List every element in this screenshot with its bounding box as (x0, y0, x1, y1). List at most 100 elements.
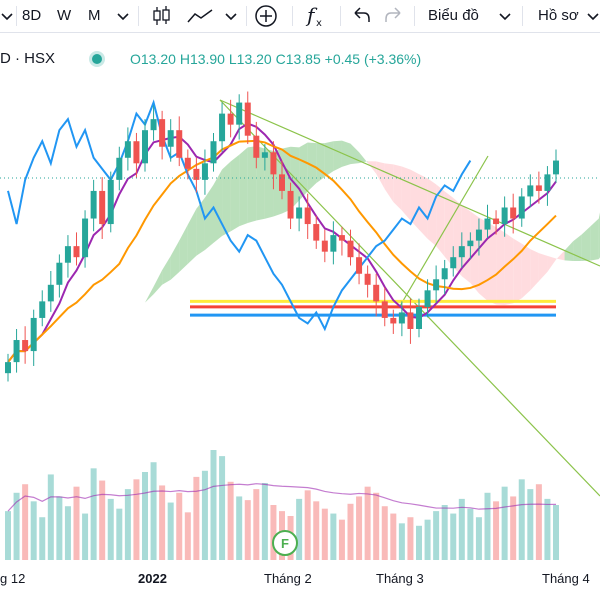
candle-body (501, 207, 508, 225)
cloud-segment (401, 166, 411, 221)
market-status-dot (92, 54, 102, 64)
candle-body (407, 312, 414, 329)
indicators-fx-icon: f x (305, 3, 322, 29)
drawing-more-button[interactable] (224, 0, 238, 32)
cloud-segment (384, 163, 394, 202)
candle-body (484, 218, 491, 230)
undo-button[interactable] (350, 0, 372, 32)
candle-body (13, 340, 20, 363)
interval-w-button[interactable]: W (57, 7, 72, 24)
volume-bar (527, 489, 534, 560)
volume-bar (493, 501, 500, 560)
cloud-segment (444, 191, 454, 268)
candle-body (210, 141, 217, 164)
low-value: L13.20 (228, 51, 272, 67)
add-compare-icon (255, 5, 277, 27)
candle-body (458, 246, 465, 258)
profile-menu[interactable]: Hồ sơ (538, 0, 599, 32)
volume-bar (56, 496, 63, 560)
divider (138, 6, 139, 26)
candle-body (321, 240, 328, 252)
candle-body (22, 340, 29, 352)
volume-bar (338, 519, 345, 560)
volume-bar (159, 485, 166, 560)
earnings-event-marker[interactable]: F (272, 530, 298, 556)
cloud-segment (538, 253, 548, 282)
redo-icon (385, 7, 401, 22)
volume-bar (484, 492, 491, 560)
candle-body (527, 185, 534, 197)
volume-bar (150, 462, 157, 560)
candle-body (338, 235, 345, 241)
time-axis[interactable]: g 12 2022 Tháng 2 Tháng 3 Tháng 4 (0, 565, 600, 595)
volume-bar (313, 501, 320, 560)
candle-body (116, 157, 123, 180)
volume-bar (5, 511, 11, 560)
candle-body (270, 152, 277, 175)
candle-body (150, 119, 157, 131)
candle-body (510, 207, 517, 219)
volume-bar (553, 505, 559, 560)
trend-line (219, 99, 600, 267)
volume-bar (64, 506, 71, 560)
cloud-segment (102, 334, 111, 343)
cloud-segment (136, 302, 145, 309)
earnings-marker-circle (272, 530, 298, 556)
chart-type-button[interactable] (150, 0, 172, 32)
cloud-segment (427, 178, 437, 247)
volume-bar (296, 498, 303, 560)
candle-body (244, 102, 251, 136)
candle-body (304, 207, 311, 225)
compare-button[interactable] (254, 0, 278, 32)
candle-body (56, 262, 63, 285)
volume-bar (416, 525, 422, 560)
divider (246, 6, 247, 26)
candle-body (279, 174, 285, 191)
volume-bar (330, 513, 337, 560)
horizontal-levels (190, 299, 556, 317)
cloud-segment (513, 238, 522, 304)
candle-body (313, 224, 320, 241)
volume-bar (210, 450, 217, 560)
volume-bar (347, 503, 354, 560)
candle-body (424, 290, 431, 307)
candle-body (330, 235, 337, 252)
interval-8d-button[interactable]: 8D (22, 7, 42, 24)
redo-button[interactable] (383, 0, 405, 32)
svg-text:x: x (316, 18, 322, 29)
volume-bar (193, 476, 200, 560)
chart-menu-label: Biểu đồ (428, 7, 479, 24)
candle-body (553, 160, 559, 175)
price-chart[interactable]: F (0, 76, 600, 562)
cloud-segment (521, 243, 531, 299)
lagging-span-line (7, 99, 472, 332)
volume-bar (535, 484, 542, 560)
symbol-name[interactable]: D · HSX (0, 50, 56, 67)
candle-body (193, 168, 200, 180)
interval-more-button[interactable] (116, 0, 130, 32)
candle-body (99, 190, 106, 225)
candle-body (142, 130, 148, 164)
indicators-button[interactable]: f x (304, 0, 330, 32)
candle-body (433, 279, 440, 291)
volume-bar (124, 489, 131, 560)
interval-m-button[interactable]: M (88, 7, 101, 24)
candle-body (64, 246, 71, 263)
candle-body (441, 268, 448, 280)
divider (414, 6, 415, 26)
cloud-segment (162, 255, 171, 285)
volume-bar (39, 517, 46, 560)
candle-body (184, 157, 191, 169)
chart-layout-menu[interactable]: Biểu đồ (428, 0, 511, 32)
chevron-down-icon (225, 13, 237, 21)
candle-body (364, 273, 371, 285)
interval-dropdown-chevron-icon[interactable] (0, 0, 14, 32)
cloud-segment (590, 218, 599, 261)
volume-bar (381, 506, 388, 560)
chevron-down-icon (117, 13, 129, 21)
candle-body (261, 152, 268, 158)
candle-body (373, 284, 380, 302)
drawing-tool-button[interactable] (186, 0, 214, 32)
undo-icon (354, 7, 370, 22)
kijun-line (7, 139, 557, 363)
